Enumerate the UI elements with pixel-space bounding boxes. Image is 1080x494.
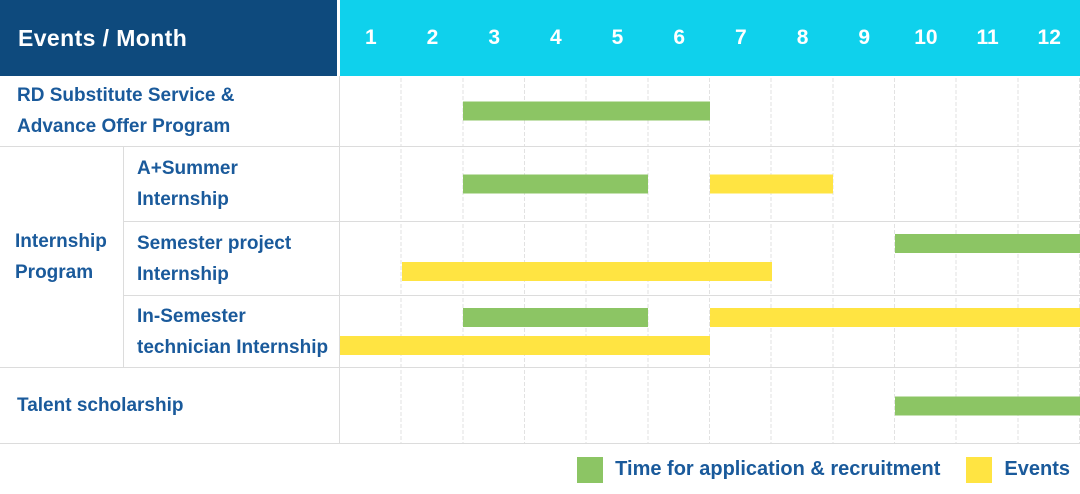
gantt-bar-recruitment <box>895 234 1080 253</box>
row-label-line: Advance Offer Program <box>17 116 231 137</box>
gantt-bar-recruitment <box>463 101 710 121</box>
row-in-semester-technician-internship: In-Semester technician Internship <box>124 295 1080 367</box>
legend-item-events: Events <box>966 456 1070 483</box>
group-internship-program: Internship Program A+Summer Internship S… <box>0 147 1080 368</box>
month-header-cell: 6 <box>673 26 686 49</box>
gantt-track <box>340 147 1080 221</box>
gantt-track <box>340 76 1080 146</box>
row-label-in-semester-technician: In-Semester technician Internship <box>124 296 340 367</box>
month-header-cell: 12 <box>1037 26 1061 49</box>
row-label-line: Talent scholarship <box>17 395 184 416</box>
header-title: Events / Month <box>18 24 188 51</box>
month-header-cell: 3 <box>488 26 501 49</box>
legend-swatch-green-icon <box>577 456 604 483</box>
row-label-line: technician Internship <box>137 336 329 358</box>
gantt-bar-recruitment <box>463 174 649 194</box>
gantt-track <box>340 368 1080 443</box>
months-header: 1 2 3 4 5 6 7 8 9 10 11 12 <box>340 0 1080 76</box>
group-label-line: Internship <box>15 231 107 252</box>
month-header-cell: 7 <box>735 26 747 49</box>
row-semester-project-internship: Semester project Internship <box>124 221 1080 295</box>
month-header-cell: 2 <box>426 26 439 49</box>
group-body: A+Summer Internship Semester project Int… <box>124 147 1080 367</box>
row-label-line: A+Summer <box>137 158 238 179</box>
gantt-track <box>340 296 1080 367</box>
month-header-cell: 1 <box>364 26 377 49</box>
row-talent-scholarship: Talent scholarship <box>0 368 1080 444</box>
row-label-line: Semester project <box>137 232 292 254</box>
gantt-bar-events <box>710 308 1080 327</box>
group-label-internship-program: Internship Program <box>0 147 124 367</box>
header-row: Events / Month 1 2 3 4 5 6 7 8 9 10 11 1… <box>0 0 1080 76</box>
month-header-cell: 4 <box>550 26 562 49</box>
row-label-line: Internship <box>137 263 229 285</box>
row-label-line: RD Substitute Service & <box>17 85 235 106</box>
legend: Time for application & recruitment Event… <box>0 444 1080 494</box>
month-header-cell: 11 <box>976 26 999 49</box>
legend-item-recruitment: Time for application & recruitment <box>577 456 941 483</box>
row-label-semester-project: Semester project Internship <box>124 222 340 295</box>
row-label-line: In-Semester <box>137 305 246 327</box>
row-a-plus-summer-internship: A+Summer Internship <box>124 147 1080 221</box>
month-header-cell: 5 <box>611 26 624 49</box>
legend-label: Events <box>1004 458 1070 480</box>
row-label-a-plus-summer: A+Summer Internship <box>124 147 340 221</box>
legend-label: Time for application & recruitment <box>615 458 941 480</box>
row-label-line: Internship <box>137 189 229 210</box>
gantt-bar-events <box>340 336 710 355</box>
month-header-cell: 8 <box>796 26 809 49</box>
month-header-cell: 9 <box>858 26 871 49</box>
month-header-cell: 10 <box>914 26 938 49</box>
row-rd-substitute: RD Substitute Service & Advance Offer Pr… <box>0 76 1080 147</box>
gantt-bar-events <box>710 174 834 194</box>
row-label-talent-scholarship: Talent scholarship <box>0 368 340 443</box>
row-label-rd-substitute: RD Substitute Service & Advance Offer Pr… <box>0 76 340 146</box>
gantt-bar-recruitment <box>463 308 649 327</box>
legend-swatch-yellow-icon <box>966 456 993 483</box>
gantt-bar-events <box>401 262 772 281</box>
group-label-line: Program <box>15 262 94 283</box>
gantt-track <box>340 222 1080 295</box>
gantt-bar-recruitment <box>895 396 1080 415</box>
header-title-cell: Events / Month <box>0 0 340 76</box>
